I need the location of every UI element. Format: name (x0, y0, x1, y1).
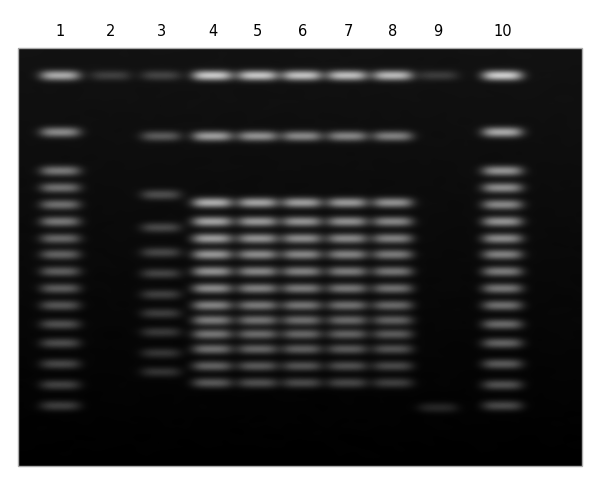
Text: 2: 2 (106, 24, 116, 39)
Text: 4: 4 (208, 24, 217, 39)
Text: 7: 7 (343, 24, 353, 39)
Text: 6: 6 (298, 24, 307, 39)
Bar (18, 48, 582, 466)
Text: 3: 3 (157, 24, 166, 39)
Text: 5: 5 (253, 24, 262, 39)
Text: 8: 8 (388, 24, 398, 39)
Text: 1: 1 (56, 24, 65, 39)
Text: 10: 10 (494, 24, 512, 39)
Text: 9: 9 (434, 24, 443, 39)
